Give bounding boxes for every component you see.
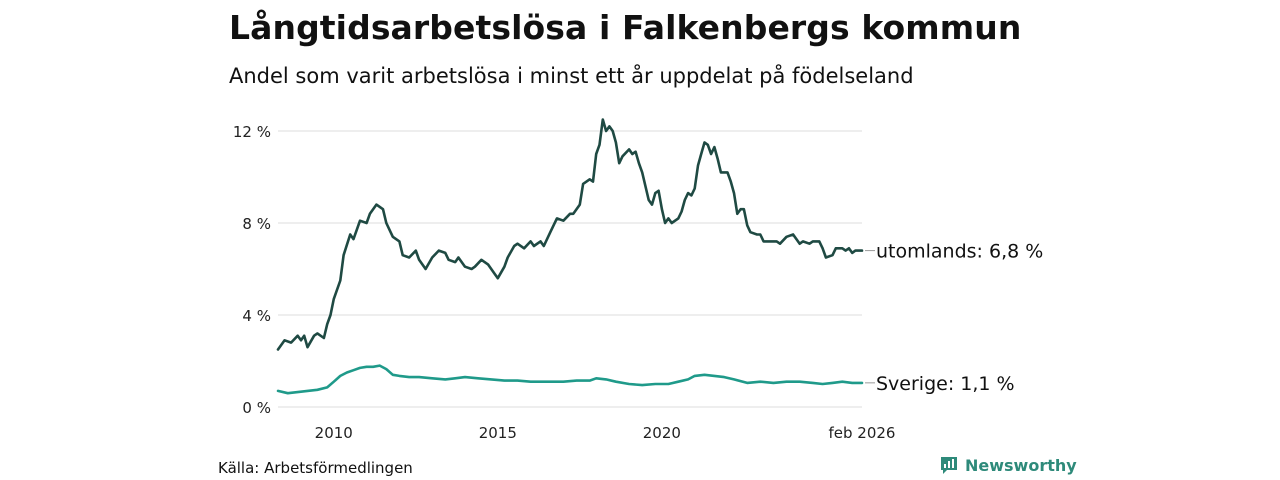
- x-tick-label: feb 2026: [829, 424, 896, 442]
- y-tick-label: 0 %: [242, 399, 271, 417]
- series-end-labels: utomlands: 6,8 % Sverige: 1,1 %: [865, 241, 1043, 395]
- brand-logo: Newsworthy: [939, 455, 1077, 475]
- x-tick-label: 2010: [315, 424, 353, 442]
- y-tick-label: 4 %: [242, 307, 271, 325]
- series-line-utomlands: [276, 118, 864, 351]
- y-axis-ticks: 0 % 4 % 8 % 12 %: [233, 123, 271, 417]
- x-tick-label: 2020: [643, 424, 681, 442]
- y-tick-label: 12 %: [233, 123, 271, 141]
- y-tick-label: 8 %: [242, 215, 271, 233]
- series-end-label-sverige: Sverige: 1,1 %: [876, 373, 1015, 395]
- series-end-label-utomlands: utomlands: 6,8 %: [876, 241, 1043, 263]
- series-line-sverige: [276, 364, 864, 395]
- chart-subtitle: Andel som varit arbetslösa i minst ett å…: [229, 64, 914, 88]
- newsworthy-logo-icon: [941, 457, 957, 474]
- x-axis-ticks: 2010 2015 2020 feb 2026: [315, 424, 896, 442]
- grid-lines: [278, 130, 862, 408]
- chart-title: Långtidsarbetslösa i Falkenbergs kommun: [229, 8, 1022, 47]
- source-note: Källa: Arbetsförmedlingen: [218, 459, 413, 477]
- brand-name: Newsworthy: [965, 455, 1077, 475]
- series-lines: [276, 118, 864, 395]
- x-tick-label: 2015: [479, 424, 517, 442]
